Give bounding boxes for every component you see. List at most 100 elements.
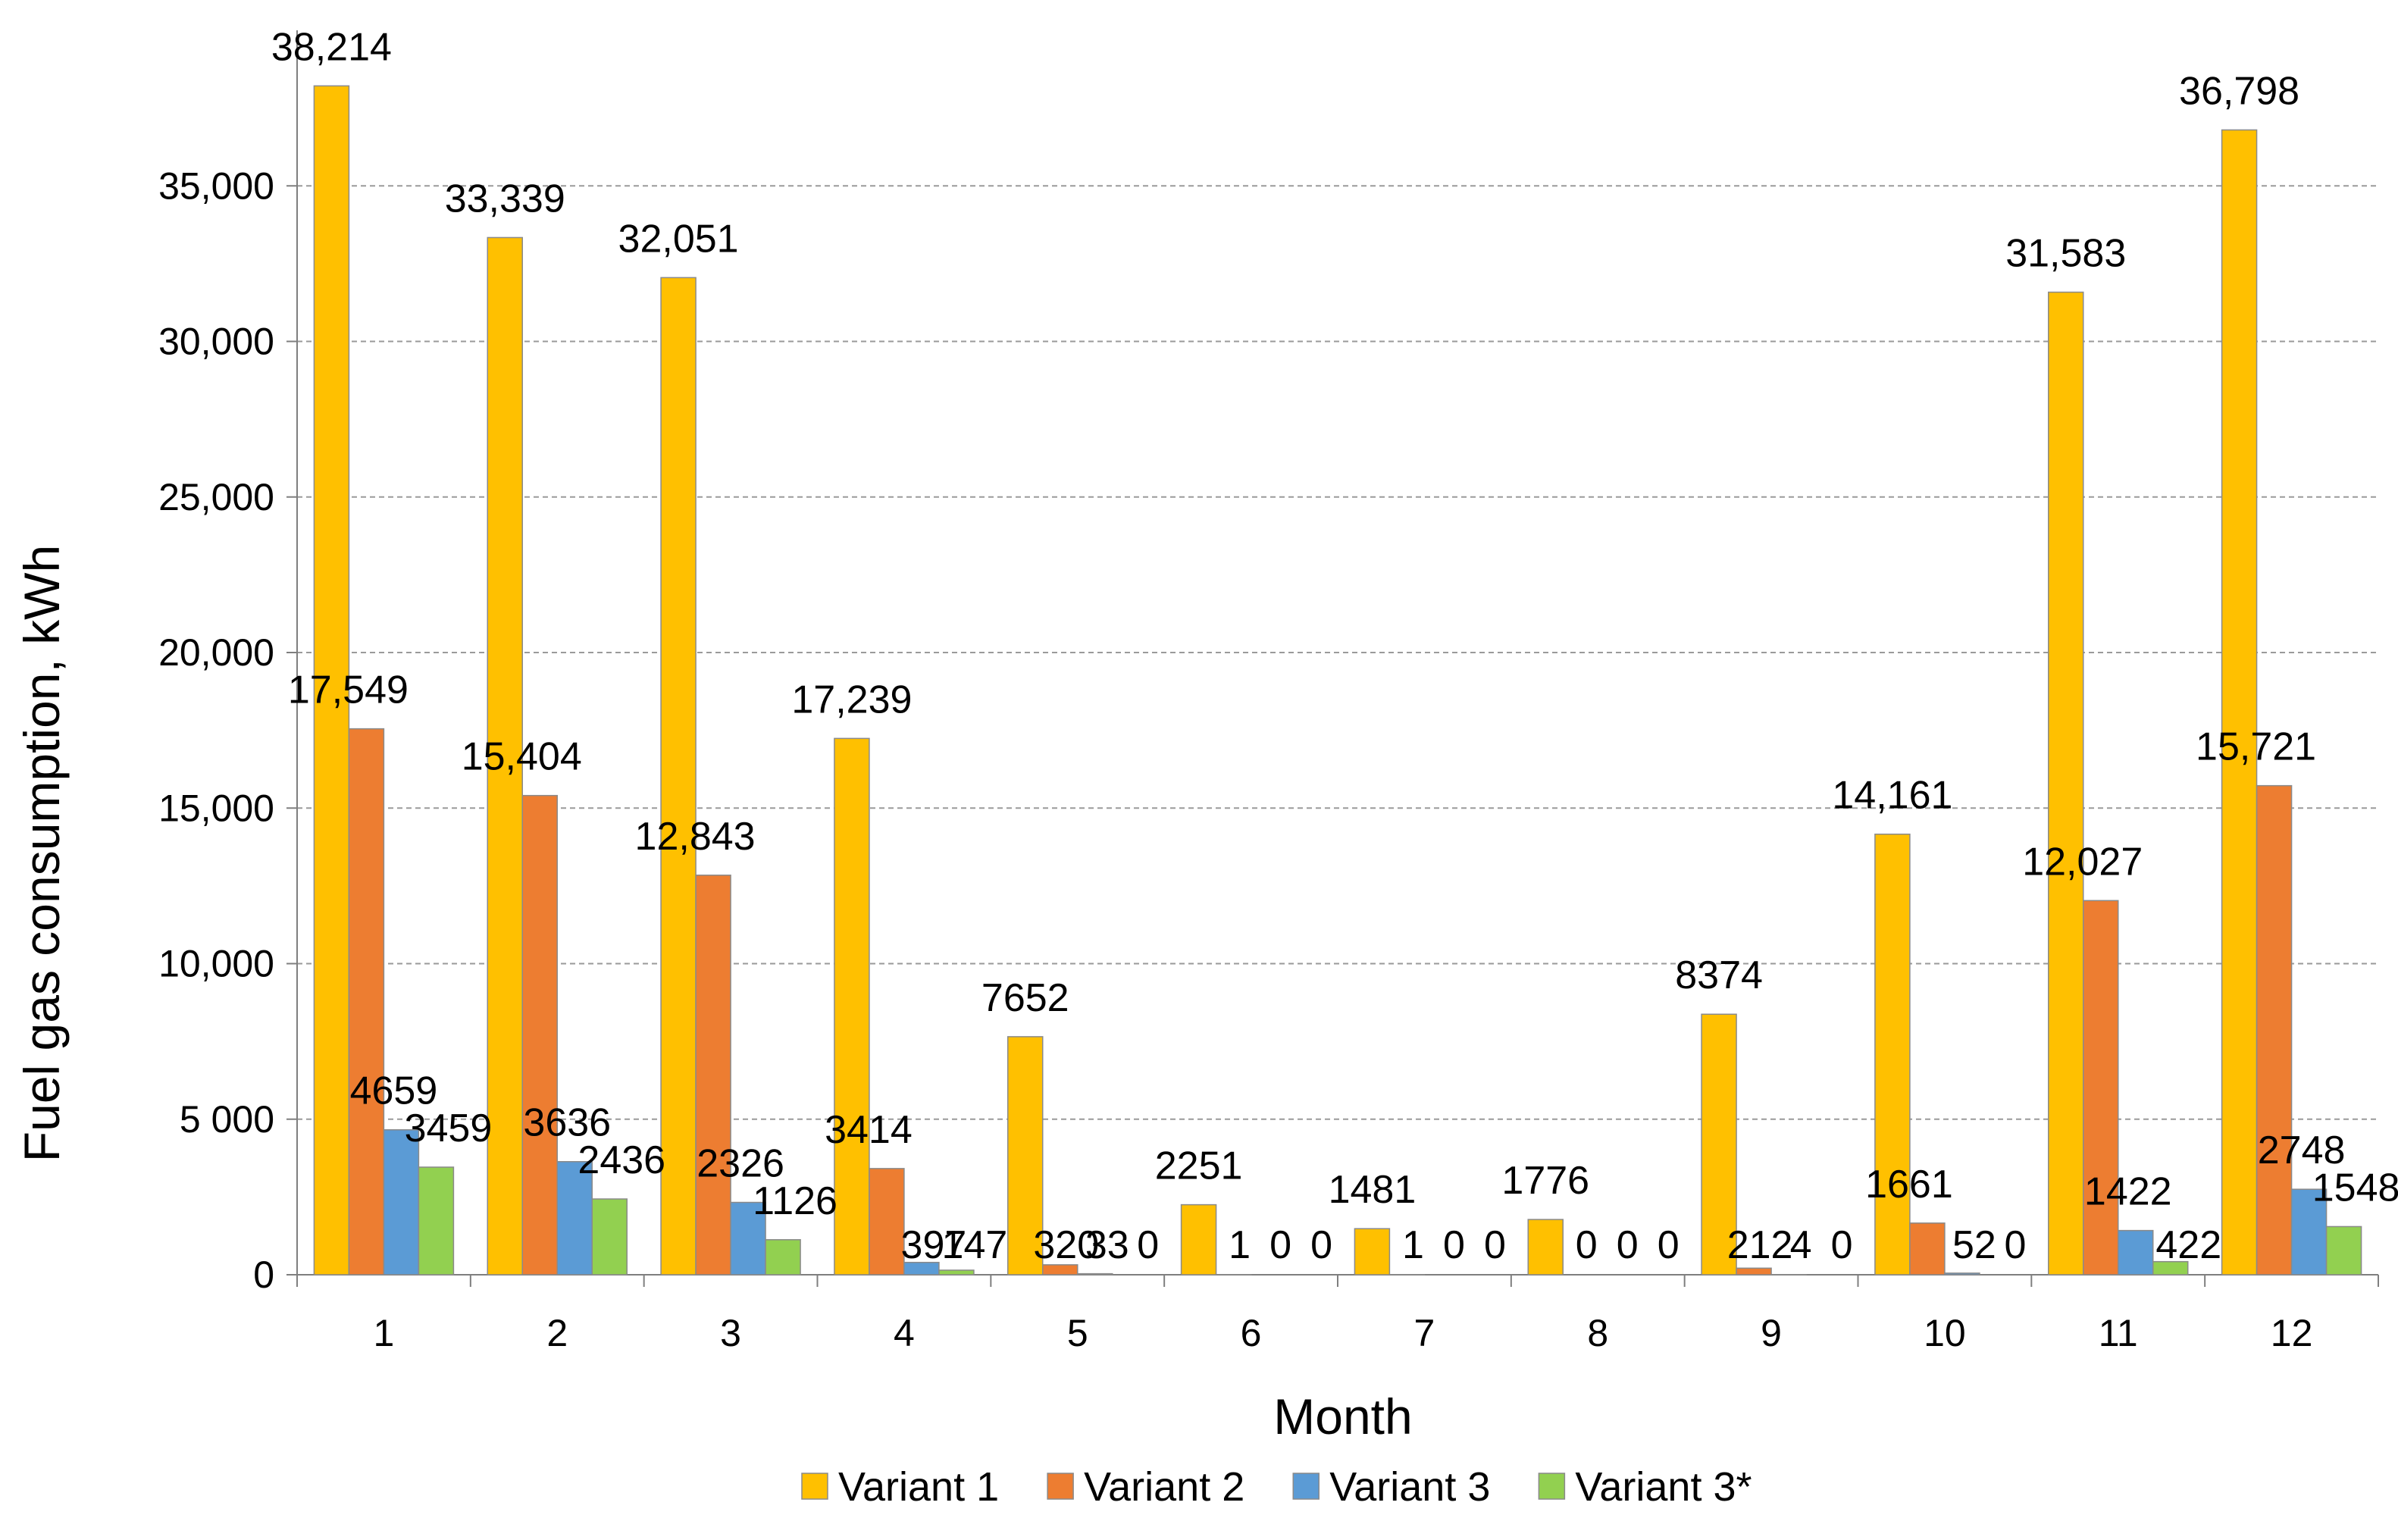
data-label: 1548 xyxy=(2312,1166,2398,1210)
legend: Variant 1 Variant 2 Variant 3 Variant 3* xyxy=(801,1464,1752,1510)
bar-variant-1-month-12 xyxy=(2221,129,2258,1276)
data-label: 3414 xyxy=(825,1108,913,1152)
data-label: 33 xyxy=(1085,1223,1129,1267)
bar-variant-2-month-12 xyxy=(2256,784,2293,1276)
bar-variant-1-month-11 xyxy=(2048,291,2084,1276)
data-label: 32,051 xyxy=(618,217,739,261)
bar-variant-2-month-10 xyxy=(1909,1222,1946,1276)
data-label: 12,027 xyxy=(2022,840,2143,884)
data-label: 147 xyxy=(942,1223,1008,1267)
data-label: 17,239 xyxy=(791,678,912,721)
bar-variant-2-month-4 xyxy=(869,1168,905,1276)
bar-variant-3-month-2 xyxy=(556,1160,593,1276)
bar-variant-3--month-12 xyxy=(2325,1225,2362,1276)
data-label: 33,339 xyxy=(445,177,565,221)
data-label: 4659 xyxy=(350,1069,438,1113)
data-label: 0 xyxy=(1310,1223,1332,1267)
bar-variant-3--month-3 xyxy=(765,1239,801,1276)
data-label: 1 xyxy=(1402,1223,1424,1267)
bar-variant-3--month-2 xyxy=(591,1198,628,1276)
legend-swatch xyxy=(1538,1473,1566,1500)
axes xyxy=(286,30,2379,1287)
data-label: 31,583 xyxy=(2005,232,2126,276)
bar-variant-3-month-12 xyxy=(2290,1188,2328,1276)
data-label: 0 xyxy=(1617,1223,1639,1267)
bar-variant-3--month-11 xyxy=(2152,1260,2189,1276)
bar-variant-3--month-4 xyxy=(938,1269,975,1276)
bar-variant-1-month-4 xyxy=(834,737,870,1276)
legend-swatch xyxy=(1047,1473,1074,1500)
y-tick-label: 10,000 xyxy=(158,943,274,985)
data-label: 422 xyxy=(2155,1223,2221,1267)
data-label: 0 xyxy=(1443,1223,1465,1267)
data-label: 4 xyxy=(1790,1223,1812,1267)
x-tick-label: 3 xyxy=(720,1312,741,1354)
data-label: 2326 xyxy=(697,1142,784,1186)
bar-variant-1-month-9 xyxy=(1701,1013,1737,1276)
x-tick-label: 8 xyxy=(1587,1312,1608,1354)
data-label: 3459 xyxy=(405,1106,493,1150)
bar-variant-1-month-8 xyxy=(1527,1219,1564,1276)
data-label: 0 xyxy=(1576,1223,1598,1267)
y-tick-label: 5 000 xyxy=(180,1098,274,1141)
gridlines xyxy=(297,185,2378,1120)
data-label: 3636 xyxy=(523,1101,611,1145)
x-tick-label: 11 xyxy=(2099,1312,2138,1354)
bar-variant-3-month-5 xyxy=(1077,1272,1113,1276)
bar-variant-1-month-6 xyxy=(1180,1204,1217,1276)
data-label: 320 xyxy=(1033,1223,1099,1267)
data-label: 2251 xyxy=(1155,1144,1243,1188)
bar-variant-2-month-5 xyxy=(1042,1264,1078,1276)
data-label: 0 xyxy=(1269,1223,1291,1267)
data-label: 0 xyxy=(2004,1223,2026,1267)
data-label: 397 xyxy=(901,1223,967,1267)
data-label: 14,161 xyxy=(1832,774,1952,818)
data-label: 1422 xyxy=(2084,1170,2172,1214)
legend-label: Variant 3* xyxy=(1575,1464,1752,1510)
x-tick-label: 7 xyxy=(1414,1312,1435,1354)
bars xyxy=(313,85,2362,1276)
data-label: 0 xyxy=(1137,1223,1159,1267)
data-label: 212 xyxy=(1727,1223,1793,1267)
x-tick-label: 2 xyxy=(546,1312,568,1354)
bar-variant-3--month-1 xyxy=(418,1166,455,1276)
y-tick-label: 20,000 xyxy=(158,631,274,674)
data-label: 2436 xyxy=(578,1138,665,1182)
legend-swatch xyxy=(801,1473,828,1500)
bar-variant-3-month-11 xyxy=(2118,1229,2154,1276)
x-tick-label: 10 xyxy=(1924,1312,1966,1354)
bar-variant-1-month-2 xyxy=(487,236,523,1276)
data-label: 15,404 xyxy=(462,735,582,779)
x-tick-label: 9 xyxy=(1761,1312,1782,1354)
x-tick-label: 1 xyxy=(374,1312,395,1354)
data-label: 52 xyxy=(1952,1223,1996,1267)
y-tick-label: 30,000 xyxy=(158,321,274,363)
tick-labels: 0 5 000 10,000 15,000 20,000 25,000 30,000 35,0… xyxy=(158,164,2312,1354)
y-tick-label: 25,000 xyxy=(158,476,274,518)
bar-variant-1-month-5 xyxy=(1007,1036,1044,1276)
data-label: 1126 xyxy=(753,1179,837,1223)
bar-variant-1-month-10 xyxy=(1874,833,1911,1276)
data-label: 0 xyxy=(1658,1223,1680,1267)
bar-variant-2-month-11 xyxy=(2083,900,2119,1276)
data-label: 0 xyxy=(1484,1223,1506,1267)
data-label: 1661 xyxy=(1865,1163,1953,1207)
x-tick-label: 12 xyxy=(2271,1312,2313,1354)
data-label: 1 xyxy=(1229,1223,1251,1267)
data-label: 12,843 xyxy=(635,815,756,859)
y-axis-title: Fuel gas consumption, kWh xyxy=(14,545,70,1162)
data-label: 0 xyxy=(1831,1223,1853,1267)
x-tick-label: 4 xyxy=(894,1312,915,1354)
data-label: 17,549 xyxy=(288,668,409,712)
y-tick-label: 35,000 xyxy=(158,164,274,207)
data-label: 8374 xyxy=(1675,953,1763,997)
data-label: 2748 xyxy=(2258,1128,2346,1172)
bar-variant-1-month-7 xyxy=(1354,1228,1391,1276)
legend-label: Variant 1 xyxy=(838,1464,999,1510)
bar-variant-2-month-1 xyxy=(348,728,385,1276)
bar-variant-2-month-2 xyxy=(521,794,558,1276)
legend-label: Variant 2 xyxy=(1084,1464,1244,1510)
data-label: 1481 xyxy=(1329,1168,1417,1212)
y-tick-label: 15,000 xyxy=(158,787,274,829)
